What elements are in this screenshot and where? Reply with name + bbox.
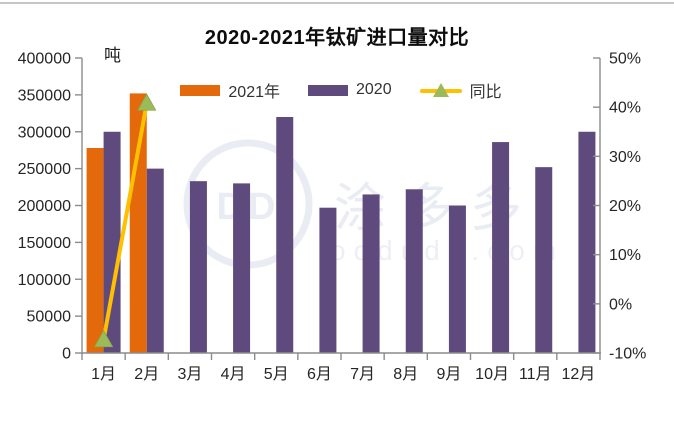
y-right-tick-label-40: 40% — [609, 100, 641, 117]
bar-2020-10月 — [492, 142, 510, 353]
bar-2020-4月 — [233, 183, 251, 353]
x-tick-label-10月: 10月 — [475, 366, 509, 383]
bar-2020-6月 — [319, 207, 337, 353]
y-left-tick-label-400000: 400000 — [18, 51, 71, 68]
legend-swatch-2020-icon — [308, 84, 348, 96]
bar-2020-1月 — [103, 131, 121, 353]
legend-swatch-2021-icon — [180, 84, 221, 96]
left-axis-unit-label: 吨 — [104, 46, 121, 65]
x-tick-label-4月: 4月 — [221, 366, 246, 383]
x-tick-label-5月: 5月 — [264, 366, 289, 383]
chart-title: 2020-2021年钛矿进口量对比 — [204, 27, 470, 49]
bar-2021年-2月 — [129, 93, 147, 354]
yoy-marker-1月 — [93, 329, 114, 348]
y-right-tick-label-50: 50% — [609, 51, 641, 68]
y-right-tick-label-30: 30% — [609, 149, 641, 166]
x-tick-label-2月: 2月 — [134, 366, 159, 383]
bar-2020-5月 — [276, 117, 294, 353]
y-right-tick-label--10: -10% — [609, 346, 646, 363]
y-left-tick-label-200000: 200000 — [18, 198, 71, 215]
bar-2020-3月 — [189, 181, 207, 353]
legend-yoy-triangle-icon — [432, 82, 449, 97]
yoy-marker-2月 — [137, 93, 157, 111]
y-right-tick-label-10: 10% — [609, 247, 641, 264]
bar-2020-11月 — [535, 167, 553, 353]
bar-2020-8月 — [405, 189, 423, 353]
legend-item-2020: 2020 — [308, 81, 392, 99]
legend-label-2020: 2020 — [356, 81, 392, 98]
bar-2020-7月 — [362, 194, 380, 353]
x-tick-label-12月: 12月 — [562, 366, 596, 383]
y-right-tick-label-0: 0% — [609, 296, 632, 313]
y-left-tick-label-0: 0 — [62, 346, 71, 363]
y-left-tick-label-150000: 150000 — [18, 235, 71, 252]
legend-item-yoy: 同比 — [419, 78, 502, 102]
bar-2020-9月 — [448, 205, 466, 353]
legend-line-marker-icon — [419, 82, 462, 98]
x-tick-label-7月: 7月 — [350, 366, 375, 383]
top-divider — [0, 2, 674, 4]
y-left-tick-label-100000: 100000 — [18, 272, 71, 289]
legend-item-2021: 2021年 — [180, 78, 280, 102]
y-left-tick-label-250000: 250000 — [18, 161, 71, 178]
y-left-tick-label-300000: 300000 — [18, 124, 71, 141]
x-tick-label-11月: 11月 — [519, 366, 552, 383]
bar-2021年-1月 — [86, 147, 104, 353]
x-tick-label-6月: 6月 — [307, 366, 332, 383]
bar-2020-2月 — [146, 168, 164, 353]
x-tick-label-9月: 9月 — [436, 366, 461, 383]
bar-2020-12月 — [578, 131, 596, 353]
y-left-tick-label-50000: 50000 — [27, 309, 72, 326]
legend-label-yoy: 同比 — [469, 84, 502, 101]
legend-label-2021: 2021年 — [228, 84, 280, 101]
yoy-line — [101, 101, 149, 342]
x-tick-label-1月: 1月 — [91, 366, 116, 383]
legend: 2021年 2020 同比 — [82, 78, 600, 102]
x-tick-label-8月: 8月 — [393, 366, 418, 383]
x-tick-label-3月: 3月 — [177, 366, 202, 383]
y-left-tick-label-350000: 350000 — [18, 87, 71, 104]
y-right-tick-label-20: 20% — [609, 198, 641, 215]
